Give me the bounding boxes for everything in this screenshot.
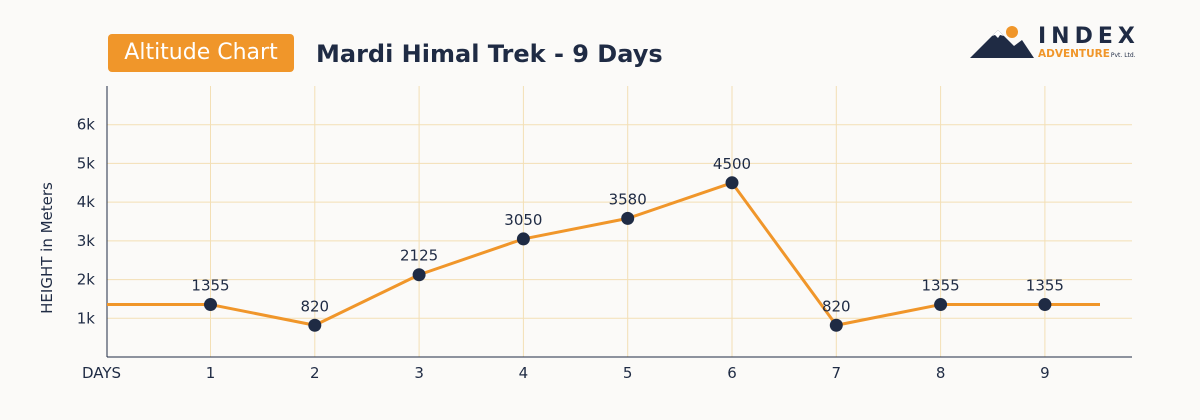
- x-tick-label: 3: [414, 364, 424, 382]
- data-label-day-5: 3580: [609, 190, 647, 208]
- data-label-day-7: 820: [822, 297, 851, 315]
- y-tick-label: 5k: [77, 154, 96, 172]
- x-tick-label: 9: [1040, 364, 1050, 382]
- x-tick-label: 2: [310, 364, 320, 382]
- data-label-day-1: 1355: [191, 277, 229, 295]
- data-points: [204, 176, 1052, 332]
- data-point-day-7: [829, 318, 843, 332]
- x-tick-label: 7: [832, 364, 842, 382]
- data-labels: 1355 820 2125 3050 3580 4500 820 1355 1355: [191, 155, 1064, 315]
- logo-subtitle: ADVENTUREPvt. Ltd.: [1038, 48, 1136, 60]
- y-tick-label: 2k: [77, 271, 96, 289]
- x-tick-label: 4: [519, 364, 529, 382]
- logo-wordmark: INDEX: [1038, 24, 1140, 49]
- y-tick-label: 4k: [77, 193, 96, 211]
- y-tick-label: 6k: [77, 116, 96, 134]
- data-label-day-9: 1355: [1026, 277, 1064, 295]
- y-axis-label: HEIGHT in Meters: [38, 182, 56, 314]
- data-point-day-4: [516, 232, 530, 246]
- data-point-day-9: [1038, 298, 1052, 312]
- data-label-day-2: 820: [300, 297, 329, 315]
- x-tick-label: 1: [206, 364, 216, 382]
- chart-badge: Altitude Chart: [108, 34, 294, 72]
- x-tick-label: 5: [623, 364, 633, 382]
- y-tick-labels: 1k 2k 3k 4k 5k 6k: [77, 116, 96, 328]
- data-point-day-6: [725, 176, 739, 190]
- x-tick-label: 6: [727, 364, 737, 382]
- x-tick-labels: 1 2 3 4 5 6 7 8 9: [206, 364, 1050, 382]
- data-label-day-4: 3050: [504, 211, 542, 229]
- data-point-day-1: [204, 298, 217, 312]
- x-axis-label: DAYS: [82, 364, 121, 382]
- altitude-line: [107, 181, 1100, 327]
- altitude-series: [107, 181, 1100, 327]
- data-label-day-6: 4500: [713, 155, 751, 173]
- y-tick-label: 1k: [77, 309, 96, 327]
- chart-axes: [106, 86, 1132, 358]
- data-point-day-8: [934, 298, 948, 312]
- data-point-day-5: [621, 211, 635, 225]
- data-label-day-3: 2125: [400, 247, 438, 265]
- data-point-day-2: [308, 318, 322, 332]
- logo-tiny-text: Pvt. Ltd.: [1110, 52, 1136, 59]
- logo-subtitle-text: ADVENTURE: [1038, 48, 1110, 60]
- data-label-day-8: 1355: [922, 277, 960, 295]
- mountain-logo-icon: [970, 26, 1034, 58]
- data-point-day-3: [412, 268, 426, 282]
- brand-logo: INDEX ADVENTUREPvt. Ltd.: [968, 22, 1148, 66]
- y-tick-label: 3k: [77, 232, 96, 250]
- x-tick-label: 8: [936, 364, 946, 382]
- chart-title: Mardi Himal Trek - 9 Days: [316, 40, 663, 68]
